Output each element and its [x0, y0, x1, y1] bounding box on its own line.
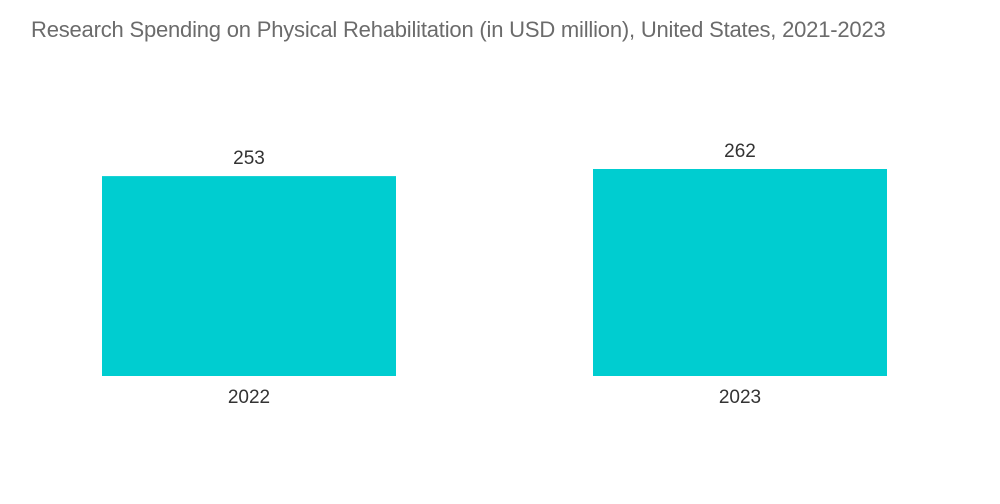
chart-title: Research Spending on Physical Rehabilita…: [31, 17, 886, 42]
x-tick-label-2022: 2022: [228, 387, 270, 408]
data-label-2023: 262: [724, 141, 756, 162]
data-label-2022: 253: [233, 148, 265, 169]
bar-2022: [102, 176, 396, 376]
bars-layer: [102, 169, 887, 376]
data-labels-layer: 253 262: [233, 141, 756, 169]
x-axis-ticks-layer: 2022 2023: [228, 387, 761, 408]
bar-2023: [593, 169, 887, 376]
x-tick-label-2023: 2023: [719, 387, 761, 408]
